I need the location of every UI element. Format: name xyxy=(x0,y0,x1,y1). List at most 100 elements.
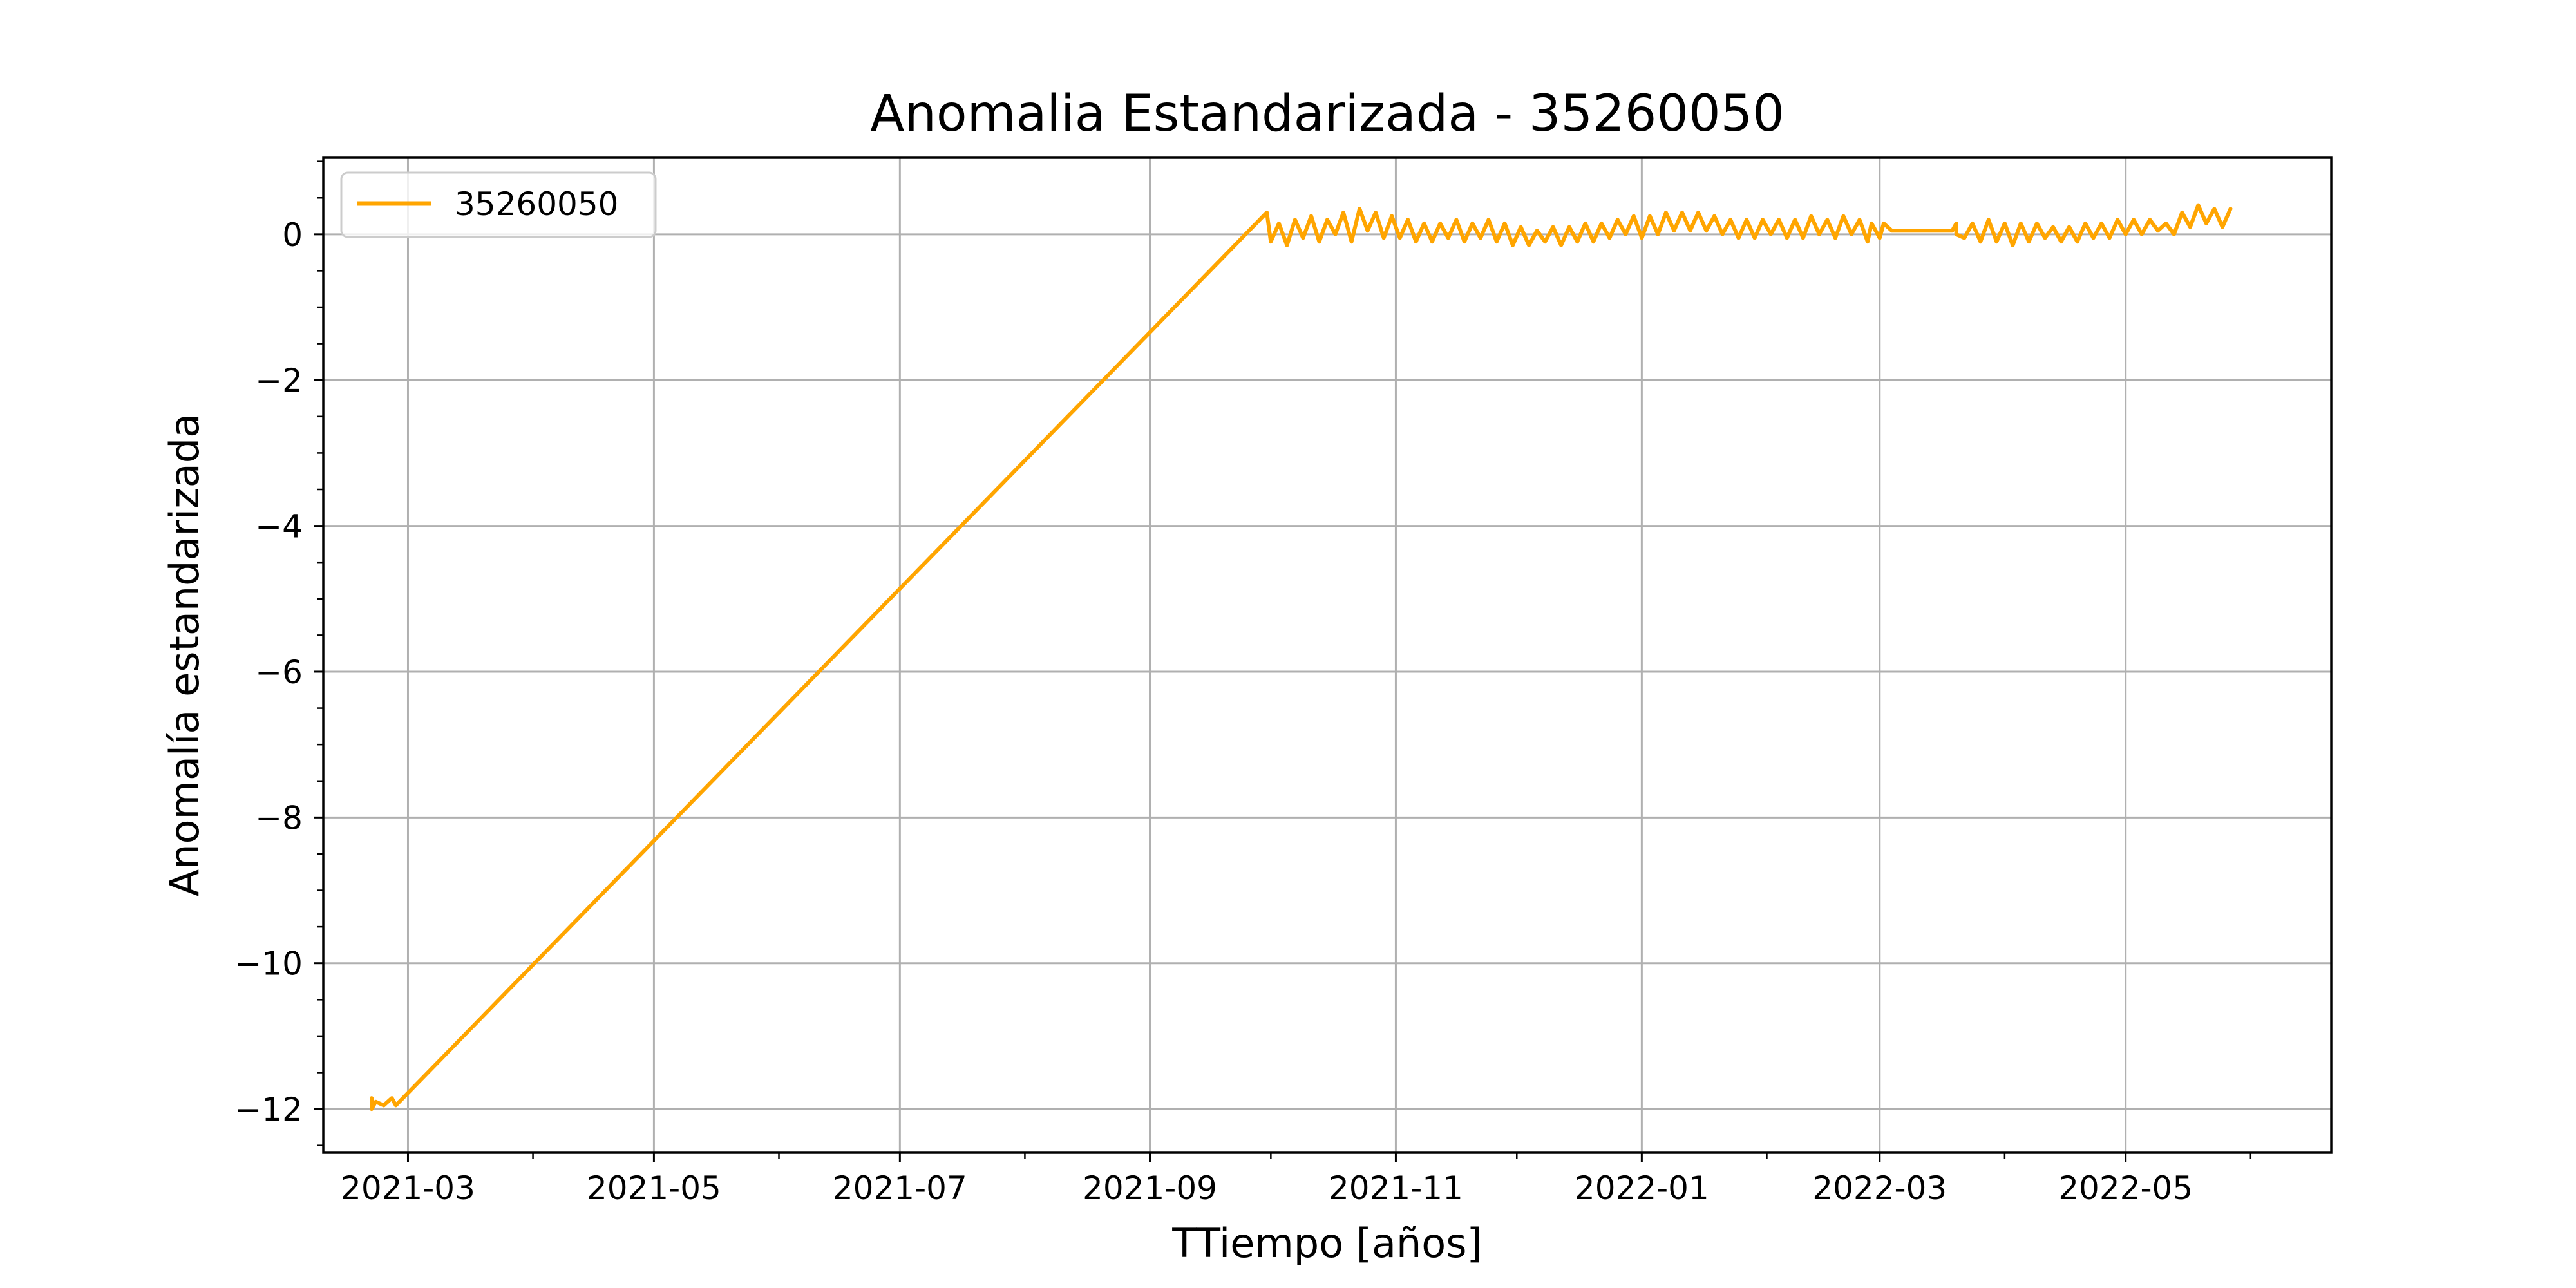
x-tick-label: 2021-07 xyxy=(833,1170,967,1207)
data-point xyxy=(1825,218,1829,222)
data-point xyxy=(1656,232,1660,236)
data-point xyxy=(1777,218,1781,222)
data-point xyxy=(1841,214,1845,218)
x-tick-label: 2022-01 xyxy=(1575,1170,1709,1207)
data-point xyxy=(1463,240,1466,243)
plot-area xyxy=(323,158,2331,1153)
data-point xyxy=(2164,222,2168,225)
y-tick-label: 0 xyxy=(282,216,303,254)
data-point xyxy=(1987,218,1991,222)
data-point xyxy=(1745,218,1748,222)
data-point xyxy=(1753,236,1757,240)
data-point xyxy=(2124,232,2128,236)
data-point xyxy=(1334,232,1337,236)
axis-ticks xyxy=(314,160,2252,1162)
data-point xyxy=(1446,236,1450,240)
data-point xyxy=(1793,218,1797,222)
data-point xyxy=(2060,240,2063,243)
data-point xyxy=(2035,222,2039,225)
x-tick-label: 2021-11 xyxy=(1329,1170,1463,1207)
series-layer xyxy=(370,203,2233,1112)
data-point xyxy=(1495,240,1499,243)
plot-frame xyxy=(322,156,2333,1154)
data-point xyxy=(1705,229,1708,232)
data-point xyxy=(1527,243,1531,247)
data-point xyxy=(1382,236,1386,240)
data-point xyxy=(1870,222,1873,225)
data-point xyxy=(1624,232,1627,236)
data-point xyxy=(2051,225,2055,229)
data-point xyxy=(1285,243,1289,247)
data-point xyxy=(2003,222,2007,225)
x-tick-label: 2021-05 xyxy=(587,1170,721,1207)
data-point xyxy=(1890,229,1893,232)
data-point xyxy=(1994,240,1998,243)
data-point xyxy=(1350,240,1354,243)
data-point xyxy=(1503,222,1506,225)
data-point xyxy=(1269,240,1273,243)
x-tick-label: 2022-05 xyxy=(2058,1170,2193,1207)
legend-label: 35260050 xyxy=(455,185,619,223)
data-point xyxy=(2204,222,2208,225)
data-point xyxy=(1390,214,1394,218)
data-point xyxy=(1721,232,1725,236)
data-point xyxy=(1712,214,1716,218)
data-point xyxy=(1438,222,1442,225)
data-point xyxy=(382,1103,386,1107)
data-point xyxy=(1591,240,1595,243)
data-point xyxy=(1600,222,1604,225)
y-tick-label: −6 xyxy=(255,654,303,691)
data-point xyxy=(1398,236,1402,240)
data-point xyxy=(1955,232,1958,236)
data-point xyxy=(1962,236,1966,240)
data-point xyxy=(1543,240,1547,243)
y-axis-label: Anomalía estandarizada xyxy=(161,413,208,896)
data-point xyxy=(2027,240,2031,243)
y-tick-label: −8 xyxy=(255,799,303,837)
data-point xyxy=(2076,240,2079,243)
data-point xyxy=(370,1107,374,1111)
data-point xyxy=(1559,243,1563,247)
y-tick-label: −12 xyxy=(234,1091,303,1128)
data-point xyxy=(1422,222,1426,225)
data-point xyxy=(1567,225,1571,229)
data-point xyxy=(1318,240,1321,243)
data-point xyxy=(1769,232,1773,236)
data-point xyxy=(2067,225,2071,229)
legend: 35260050 xyxy=(340,171,657,238)
data-point xyxy=(1878,236,1882,240)
data-point xyxy=(2092,236,2096,240)
data-point xyxy=(1470,222,1474,225)
data-point xyxy=(1406,218,1410,222)
data-point xyxy=(2019,222,2023,225)
data-point xyxy=(1511,243,1515,247)
chart-title: Anomalia Estandarizada - 35260050 xyxy=(870,85,1785,143)
data-point xyxy=(2116,218,2119,222)
data-point xyxy=(1309,214,1313,218)
data-point xyxy=(2011,243,2014,247)
data-point xyxy=(2132,218,2136,222)
data-point xyxy=(1882,222,1886,225)
data-point xyxy=(1325,218,1329,222)
data-point xyxy=(2172,232,2176,236)
data-point xyxy=(2108,236,2112,240)
data-point xyxy=(1366,229,1370,232)
grid-lines xyxy=(323,158,2331,1153)
data-point xyxy=(2099,222,2103,225)
data-point xyxy=(1486,218,1490,222)
data-point xyxy=(1584,222,1587,225)
data-point xyxy=(1817,232,1821,236)
x-tick-label: 2022-03 xyxy=(1812,1170,1947,1207)
data-point xyxy=(1801,236,1805,240)
y-tick-label: −4 xyxy=(255,508,303,545)
data-point xyxy=(1430,240,1434,243)
data-point xyxy=(1728,218,1732,222)
data-point xyxy=(2140,232,2144,236)
data-point xyxy=(1616,218,1620,222)
data-point xyxy=(374,1100,377,1104)
data-point xyxy=(1850,232,1853,236)
data-point xyxy=(1689,229,1692,232)
data-point xyxy=(2083,222,2087,225)
data-point xyxy=(1866,240,1870,243)
x-tick-label: 2021-09 xyxy=(1083,1170,1217,1207)
